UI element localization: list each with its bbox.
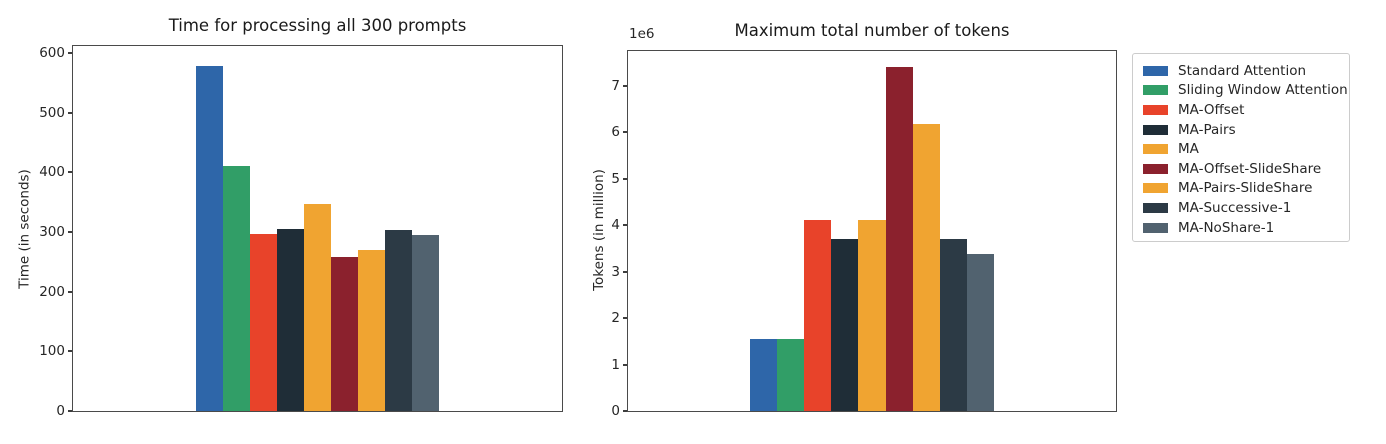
- y-tick-mark: [623, 177, 627, 180]
- y-tick-label: 1: [611, 356, 620, 373]
- y-tick-label: 4: [611, 217, 620, 234]
- y-tick-mark: [623, 84, 627, 87]
- legend-label: MA-Offset: [1178, 101, 1245, 118]
- bar-sliding-window-attention: [223, 166, 251, 411]
- bar-standard-attention: [196, 66, 224, 411]
- legend-item: MA-Successive-1: [1143, 198, 1341, 218]
- bar-ma-offset-slideshare: [885, 67, 913, 411]
- legend-item: MA-Pairs: [1143, 120, 1341, 140]
- legend-item: MA-Pairs-SlideShare: [1143, 179, 1341, 199]
- legend-label: MA: [1178, 141, 1199, 158]
- y-tick-label: 500: [39, 104, 65, 121]
- bar-ma-noshare-1: [411, 235, 439, 411]
- time-chart-title: Time for processing all 300 prompts: [168, 16, 467, 35]
- legend-item: Standard Attention: [1143, 61, 1341, 81]
- legend-swatch: [1143, 85, 1168, 96]
- bar-ma-pairs: [831, 239, 859, 411]
- y-tick-label: 5: [611, 170, 620, 187]
- legend-item: MA-Offset-SlideShare: [1143, 159, 1341, 179]
- bar-ma: [304, 204, 331, 411]
- legend-label: MA-Pairs-SlideShare: [1178, 180, 1313, 197]
- y-tick-label: 7: [611, 77, 620, 94]
- y-tick-label: 600: [39, 45, 65, 62]
- legend-label: MA-NoShare-1: [1178, 219, 1275, 236]
- legend: Standard Attention Sliding Window Attenti…: [1132, 53, 1350, 242]
- bar-standard-attention: [750, 339, 778, 411]
- legend-item: Sliding Window Attention: [1143, 81, 1348, 101]
- legend-label: Standard Attention: [1178, 62, 1307, 79]
- y-tick-label: 2: [611, 310, 620, 327]
- legend-item: MA: [1143, 139, 1341, 159]
- bar-ma-offset-slideshare: [330, 257, 358, 411]
- bar-ma-successive-1: [939, 239, 967, 411]
- y-tick-label: 400: [39, 164, 65, 181]
- legend-label: MA-Successive-1: [1178, 199, 1292, 216]
- y-tick-mark: [623, 317, 627, 320]
- bar-ma-pairs: [277, 228, 305, 411]
- y-tick-label: 200: [39, 283, 65, 300]
- y-tick-mark: [68, 350, 72, 353]
- tokens-chart-title: Maximum total number of tokens: [734, 21, 1010, 40]
- bar-ma-noshare-1: [966, 254, 994, 411]
- y-tick-label: 300: [39, 224, 65, 241]
- y-tick-label: 0: [611, 403, 620, 419]
- y-tick-mark: [68, 290, 72, 293]
- y-tick-mark: [623, 270, 627, 273]
- legend-swatch: [1143, 124, 1168, 135]
- legend-label: Sliding Window Attention: [1178, 82, 1348, 99]
- bar-ma-successive-1: [384, 229, 412, 411]
- legend-swatch: [1143, 222, 1168, 233]
- y-tick-mark: [68, 52, 72, 55]
- y-tick-mark: [68, 111, 72, 114]
- y-tick-mark: [623, 410, 627, 412]
- legend-label: MA-Pairs: [1178, 121, 1236, 138]
- bar-ma: [858, 219, 886, 411]
- legend-swatch: [1143, 65, 1168, 76]
- y-tick-label: 100: [39, 343, 65, 360]
- legend-swatch: [1143, 163, 1168, 174]
- tokens-chart-plot-area: 0 1 2 3 4 5 6 7: [611, 50, 1117, 419]
- bar-ma-offset: [804, 219, 832, 411]
- y-tick-label: 0: [56, 403, 65, 419]
- y-tick-mark: [68, 171, 72, 174]
- tokens-chart-axis-multiplier: 1e6: [629, 26, 655, 42]
- legend-item: MA-Offset: [1143, 100, 1341, 120]
- bar-ma-pairs-slideshare: [357, 249, 385, 411]
- legend-swatch: [1143, 202, 1168, 213]
- y-tick-mark: [623, 363, 627, 366]
- bar-sliding-window-attention: [777, 339, 805, 411]
- y-tick-mark: [623, 131, 627, 134]
- legend-item: MA-NoShare-1: [1143, 218, 1341, 238]
- y-tick-mark: [623, 224, 627, 227]
- bar-ma-offset: [250, 233, 278, 411]
- bar-ma-pairs-slideshare: [912, 123, 940, 411]
- legend-swatch: [1143, 104, 1168, 115]
- legend-swatch: [1143, 183, 1168, 194]
- y-tick-mark: [68, 231, 72, 234]
- y-tick-mark: [68, 410, 72, 412]
- time-chart-plot-area: 0 100 200 300 400 500 600: [39, 45, 563, 419]
- legend-swatch: [1143, 144, 1168, 155]
- legend-label: MA-Offset-SlideShare: [1178, 160, 1322, 177]
- y-tick-label: 6: [611, 124, 620, 141]
- y-tick-label: 3: [611, 263, 620, 280]
